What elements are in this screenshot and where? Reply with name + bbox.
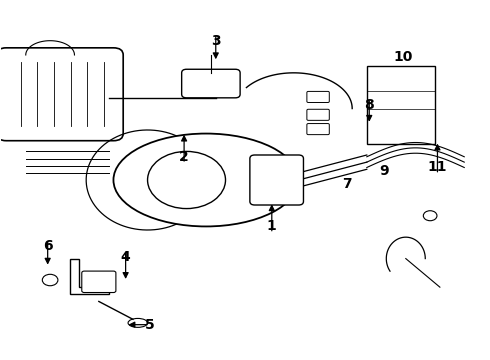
- Circle shape: [42, 274, 58, 286]
- Polygon shape: [70, 258, 109, 294]
- Ellipse shape: [114, 134, 298, 226]
- Text: 11: 11: [428, 161, 447, 175]
- Text: 1: 1: [267, 220, 277, 233]
- Text: 3: 3: [211, 34, 220, 48]
- FancyBboxPatch shape: [82, 271, 116, 293]
- FancyBboxPatch shape: [307, 91, 329, 103]
- FancyBboxPatch shape: [307, 109, 329, 120]
- Text: 7: 7: [343, 176, 352, 190]
- Text: 8: 8: [365, 98, 374, 112]
- FancyBboxPatch shape: [0, 48, 123, 141]
- FancyBboxPatch shape: [182, 69, 240, 98]
- FancyBboxPatch shape: [250, 155, 303, 205]
- Text: 4: 4: [121, 250, 130, 264]
- Text: 2: 2: [179, 150, 189, 164]
- Text: 10: 10: [393, 50, 413, 64]
- Text: 5: 5: [145, 318, 155, 332]
- Circle shape: [147, 152, 225, 208]
- FancyBboxPatch shape: [307, 123, 329, 135]
- Bar: [367, 66, 435, 144]
- Text: 9: 9: [379, 164, 389, 178]
- Text: 6: 6: [43, 239, 52, 253]
- Circle shape: [423, 211, 437, 221]
- Ellipse shape: [128, 319, 147, 327]
